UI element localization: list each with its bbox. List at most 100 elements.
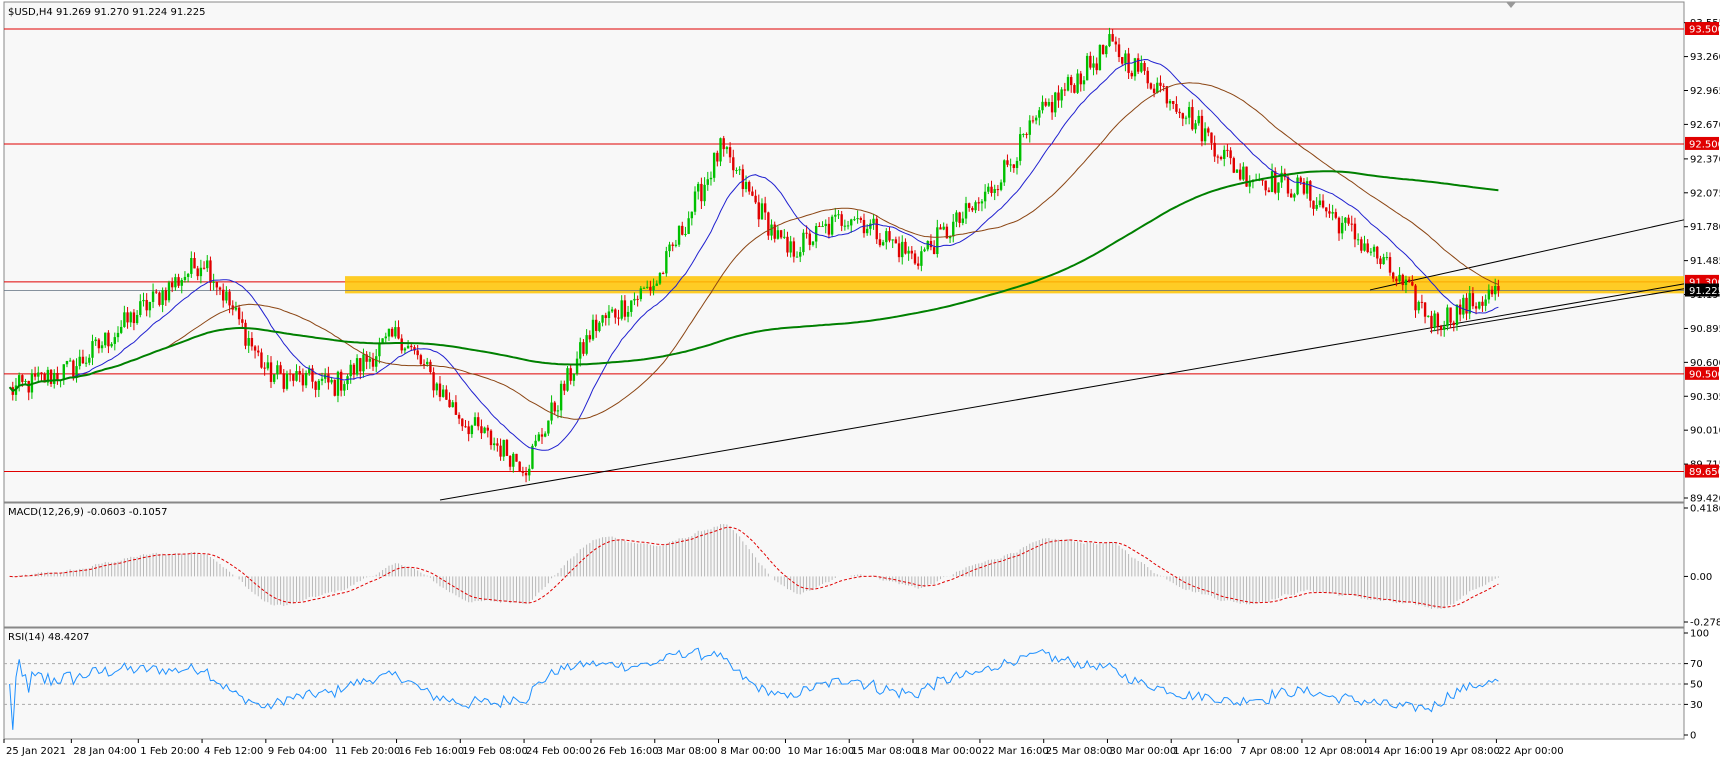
moving-average-mid bbox=[9, 82, 1499, 420]
candle-body bbox=[897, 243, 901, 258]
main-panel[interactable] bbox=[3, 1, 1685, 503]
candle-body bbox=[617, 317, 620, 319]
price-tick-label: 91.780 bbox=[1690, 222, 1720, 233]
candle-body bbox=[1082, 80, 1086, 85]
candle-body bbox=[1427, 315, 1430, 317]
candle-body bbox=[1353, 223, 1357, 240]
candle-body bbox=[1325, 207, 1328, 212]
macd-panel[interactable] bbox=[3, 502, 1685, 628]
candle-body bbox=[955, 212, 958, 222]
candle-body bbox=[652, 285, 655, 291]
axis-labels: 93.55593.26092.96592.67092.37092.07591.7… bbox=[3, 18, 1720, 757]
candle-body bbox=[878, 239, 882, 246]
price-level-tag bbox=[1685, 283, 1719, 297]
time-tick-label: 3 Mar 08:00 bbox=[657, 746, 717, 757]
candle-body bbox=[1028, 120, 1031, 135]
candle-body bbox=[719, 138, 722, 162]
candle-body bbox=[1385, 257, 1389, 259]
price-level-tag-label: 90.500 bbox=[1689, 369, 1720, 380]
time-tick-label: 16 Feb 16:00 bbox=[399, 746, 465, 757]
candle-body bbox=[1117, 44, 1121, 58]
candle-body bbox=[1025, 133, 1028, 135]
candle-body bbox=[553, 402, 556, 412]
candle-body bbox=[1181, 113, 1184, 119]
candle-body bbox=[196, 268, 199, 277]
candle-body bbox=[470, 425, 474, 435]
candle-body bbox=[1047, 102, 1051, 106]
candle-body bbox=[795, 256, 799, 258]
trendline-upper bbox=[1369, 219, 1685, 291]
candle-body bbox=[24, 380, 27, 382]
candle-body bbox=[371, 358, 375, 367]
price-level-tag-label: 93.500 bbox=[1689, 24, 1720, 35]
candle-body bbox=[579, 342, 582, 359]
candle-body bbox=[167, 282, 171, 301]
candle-body bbox=[1487, 289, 1491, 300]
candle-body bbox=[461, 418, 464, 427]
candle-body bbox=[467, 426, 470, 435]
candle-body bbox=[693, 191, 697, 212]
candle-body bbox=[1191, 107, 1194, 130]
candle-body bbox=[891, 239, 894, 241]
candle-body bbox=[1474, 306, 1478, 309]
chart-shift-marker-icon[interactable] bbox=[1506, 2, 1516, 8]
candle-body bbox=[1156, 82, 1159, 93]
candle-body bbox=[1089, 55, 1092, 68]
candle-body bbox=[754, 195, 757, 203]
candle-body bbox=[846, 225, 850, 227]
candle-body bbox=[276, 365, 279, 375]
candle-body bbox=[1235, 169, 1239, 173]
candle-body bbox=[199, 267, 203, 277]
candle-body bbox=[1379, 258, 1382, 265]
candle-body bbox=[1407, 279, 1411, 282]
candle-body bbox=[1280, 172, 1283, 183]
candle-body bbox=[1481, 301, 1484, 306]
candle-body bbox=[875, 218, 878, 240]
candle-body bbox=[75, 366, 78, 378]
price-tick-label: 92.965 bbox=[1690, 86, 1720, 97]
candle-body bbox=[473, 417, 477, 426]
candle-body bbox=[1101, 44, 1105, 55]
candle-body bbox=[1286, 177, 1290, 194]
macd-plot-area bbox=[9, 524, 1499, 609]
candle-body bbox=[1446, 307, 1449, 327]
candle-body bbox=[225, 291, 228, 301]
candle-body bbox=[1012, 164, 1016, 168]
candle-body bbox=[37, 372, 40, 377]
candle-body bbox=[543, 433, 547, 437]
candle-body bbox=[741, 169, 745, 190]
candle-body bbox=[68, 360, 72, 362]
candle-body bbox=[1133, 58, 1137, 77]
candle-body bbox=[537, 434, 541, 441]
candle-body bbox=[43, 373, 46, 383]
time-tick-label: 7 Apr 08:00 bbox=[1240, 746, 1299, 757]
candle-body bbox=[1289, 193, 1293, 198]
candle-body bbox=[1079, 73, 1082, 85]
candle-body bbox=[1223, 149, 1226, 159]
candle-body bbox=[250, 337, 254, 347]
candle-body bbox=[735, 170, 738, 172]
candle-body bbox=[1366, 243, 1369, 253]
candle-body bbox=[1433, 313, 1436, 328]
price-tick-label: 92.075 bbox=[1690, 188, 1720, 199]
candle-body bbox=[1207, 128, 1210, 133]
candle-body bbox=[974, 202, 977, 211]
time-tick-label: 25 Mar 08:00 bbox=[1046, 746, 1113, 757]
candle-body bbox=[1436, 313, 1440, 327]
macd-tick-label: 0.00 bbox=[1690, 572, 1712, 583]
candle-body bbox=[993, 189, 996, 194]
candle-body bbox=[132, 312, 136, 324]
candle-body bbox=[961, 218, 965, 223]
candle-body bbox=[62, 364, 65, 381]
time-tick-label: 22 Apr 00:00 bbox=[1498, 746, 1563, 757]
candle-body bbox=[1226, 149, 1229, 151]
candle-body bbox=[298, 371, 301, 375]
candle-body bbox=[505, 439, 509, 456]
candle-body bbox=[990, 186, 993, 194]
candle-body bbox=[508, 455, 512, 467]
candle-body bbox=[920, 251, 923, 266]
candle-body bbox=[489, 430, 493, 446]
candle-body bbox=[598, 322, 601, 331]
